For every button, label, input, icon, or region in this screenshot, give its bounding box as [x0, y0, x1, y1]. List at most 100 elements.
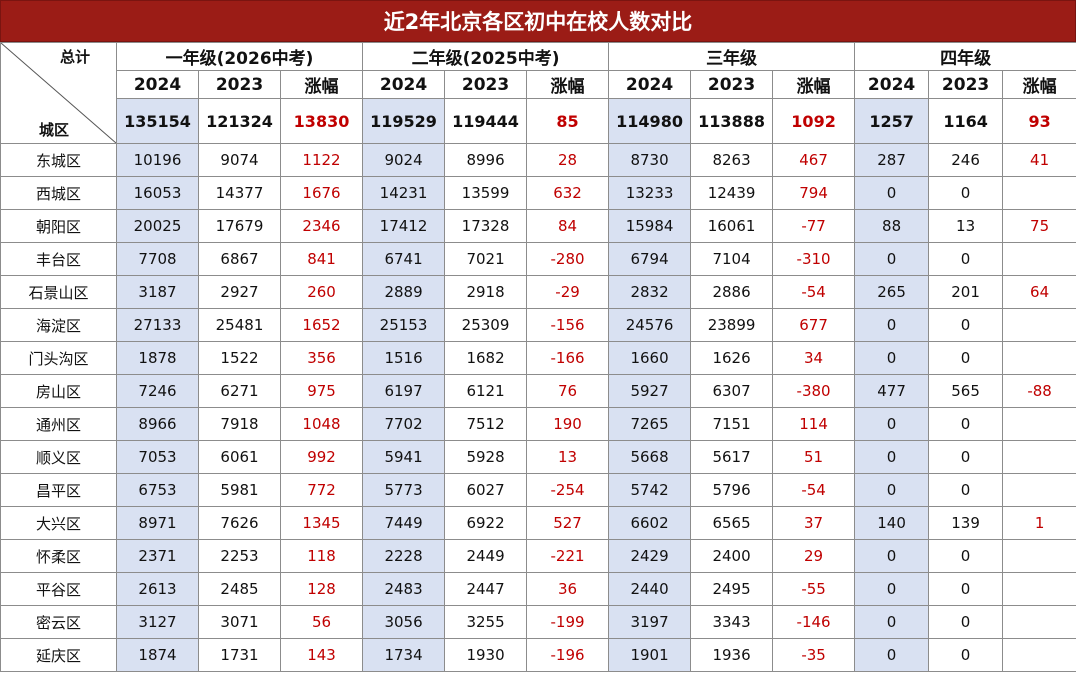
data-cell: 2886: [690, 275, 774, 309]
data-cell: -156: [526, 308, 610, 342]
data-cell: 356: [279, 341, 364, 375]
enrollment-table: 总计 城区 一年级(2026中考) 二年级(2025中考) 三年级 四年级 2024 2023…: [0, 42, 1076, 672]
data-cell: 632: [526, 176, 610, 210]
data-cell: 0: [928, 308, 1004, 342]
data-cell: 287: [854, 143, 930, 177]
data-cell: 27133: [116, 308, 199, 342]
data-cell: 3255: [444, 605, 528, 639]
data-cell: 2449: [444, 539, 528, 573]
data-cell: 0: [928, 572, 1004, 606]
data-cell: 2918: [444, 275, 528, 309]
data-cell: [1002, 539, 1076, 573]
data-cell: 7512: [444, 407, 528, 441]
data-cell: 13: [526, 440, 610, 474]
data-cell: 2440: [608, 572, 692, 606]
data-cell: 16061: [690, 209, 774, 243]
data-cell: 565: [928, 374, 1004, 408]
table-row: 门头沟区 1878 1522 356 1516 1682 -166 1660 1626 34 0 0: [0, 341, 1076, 375]
data-cell: 8971: [116, 506, 199, 540]
data-cell: 76: [526, 374, 610, 408]
data-cell: [1002, 242, 1076, 276]
data-cell: [1002, 638, 1076, 672]
data-cell: 6197: [362, 374, 446, 408]
data-cell: 1122: [279, 143, 364, 177]
data-cell: [1002, 605, 1076, 639]
data-cell: 29: [772, 539, 856, 573]
data-cell: 75: [1002, 209, 1076, 243]
data-cell: 0: [854, 638, 930, 672]
data-cell: 140: [854, 506, 930, 540]
data-cell: 24576: [608, 308, 692, 342]
data-cell: 1660: [608, 341, 692, 375]
data-cell: 1652: [279, 308, 364, 342]
data-cell: -88: [1002, 374, 1076, 408]
data-cell: 118: [279, 539, 364, 573]
total-cell: 13830: [279, 98, 364, 144]
data-cell: 0: [928, 341, 1004, 375]
grade-header: 四年级: [854, 42, 1076, 71]
data-cell: 467: [772, 143, 856, 177]
data-cell: [1002, 572, 1076, 606]
data-cell: 15984: [608, 209, 692, 243]
data-cell: 7918: [198, 407, 281, 441]
data-cell: 0: [928, 242, 1004, 276]
total-cell: 1164: [928, 98, 1004, 144]
data-cell: 7246: [116, 374, 199, 408]
data-cell: [1002, 473, 1076, 507]
total-cell: 1257: [854, 98, 930, 144]
data-cell: 3343: [690, 605, 774, 639]
data-cell: 6867: [198, 242, 281, 276]
data-cell: -280: [526, 242, 610, 276]
total-row: 135154 121324 13830 119529 119444 85 114980 113…: [1, 98, 1076, 144]
data-cell: 9074: [198, 143, 281, 177]
data-cell: 2400: [690, 539, 774, 573]
district-name: 密云区: [0, 605, 117, 639]
data-cell: 3127: [116, 605, 199, 639]
data-cell: 8966: [116, 407, 199, 441]
data-cell: 190: [526, 407, 610, 441]
data-cell: 2371: [116, 539, 199, 573]
data-cell: 975: [279, 374, 364, 408]
data-cell: 14231: [362, 176, 446, 210]
data-cell: 6741: [362, 242, 446, 276]
data-cell: 7708: [116, 242, 199, 276]
sub-header: 2023: [690, 70, 774, 99]
grade-header: 一年级(2026中考): [115, 42, 364, 71]
data-cell: 7702: [362, 407, 446, 441]
district-name: 平谷区: [0, 572, 117, 606]
data-cell: 17412: [362, 209, 446, 243]
data-cell: 5927: [608, 374, 692, 408]
total-cell: 119444: [444, 98, 528, 144]
data-cell: 5773: [362, 473, 446, 507]
data-cell: -221: [526, 539, 610, 573]
total-cell: 119529: [362, 98, 446, 144]
total-cell: 1092: [772, 98, 856, 144]
data-cell: 5742: [608, 473, 692, 507]
data-cell: 1345: [279, 506, 364, 540]
data-cell: 1734: [362, 638, 446, 672]
data-cell: 5981: [198, 473, 281, 507]
data-cell: 6794: [608, 242, 692, 276]
data-cell: 6271: [198, 374, 281, 408]
sub-header: 2023: [928, 70, 1004, 99]
data-cell: 527: [526, 506, 610, 540]
data-cell: 1930: [444, 638, 528, 672]
data-cell: 0: [854, 407, 930, 441]
district-name: 昌平区: [0, 473, 117, 507]
data-cell: -29: [526, 275, 610, 309]
sub-header: 涨幅: [1002, 70, 1076, 99]
data-cell: 7053: [116, 440, 199, 474]
data-cell: 41: [1002, 143, 1076, 177]
total-cell: 93: [1002, 98, 1076, 144]
total-cell: 135154: [116, 98, 199, 144]
district-name: 丰台区: [0, 242, 117, 276]
corner-diagonal: [1, 43, 116, 143]
data-cell: 64: [1002, 275, 1076, 309]
district-name: 海淀区: [0, 308, 117, 342]
table-row: 延庆区 1874 1731 143 1734 1930 -196 1901 1936 -35 0 0: [0, 638, 1076, 672]
data-cell: 8996: [444, 143, 528, 177]
data-cell: 7626: [198, 506, 281, 540]
data-cell: 143: [279, 638, 364, 672]
sub-header: 2024: [608, 70, 692, 99]
